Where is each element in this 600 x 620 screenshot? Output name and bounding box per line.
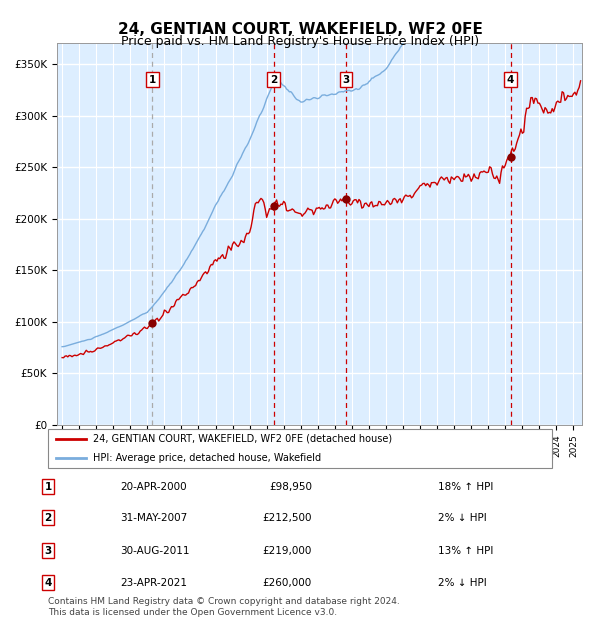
Text: 4: 4 <box>507 74 514 84</box>
Text: 24, GENTIAN COURT, WAKEFIELD, WF2 0FE (detached house): 24, GENTIAN COURT, WAKEFIELD, WF2 0FE (d… <box>94 434 392 444</box>
Text: 3: 3 <box>44 546 52 556</box>
Text: 2: 2 <box>270 74 277 84</box>
Text: 18% ↑ HPI: 18% ↑ HPI <box>438 482 493 492</box>
Text: 30-AUG-2011: 30-AUG-2011 <box>120 546 190 556</box>
FancyBboxPatch shape <box>48 429 552 468</box>
Text: £219,000: £219,000 <box>263 546 312 556</box>
Text: 2% ↓ HPI: 2% ↓ HPI <box>438 513 487 523</box>
Text: 20-APR-2000: 20-APR-2000 <box>120 482 187 492</box>
Text: Price paid vs. HM Land Registry's House Price Index (HPI): Price paid vs. HM Land Registry's House … <box>121 35 479 48</box>
Text: 24, GENTIAN COURT, WAKEFIELD, WF2 0FE: 24, GENTIAN COURT, WAKEFIELD, WF2 0FE <box>118 22 482 37</box>
Text: HPI: Average price, detached house, Wakefield: HPI: Average price, detached house, Wake… <box>94 453 322 463</box>
Text: £260,000: £260,000 <box>263 578 312 588</box>
Text: 2: 2 <box>44 513 52 523</box>
Text: 13% ↑ HPI: 13% ↑ HPI <box>438 546 493 556</box>
Text: Contains HM Land Registry data © Crown copyright and database right 2024.
This d: Contains HM Land Registry data © Crown c… <box>48 598 400 617</box>
Text: £98,950: £98,950 <box>269 482 312 492</box>
Text: £212,500: £212,500 <box>263 513 312 523</box>
Text: 1: 1 <box>149 74 156 84</box>
Text: 31-MAY-2007: 31-MAY-2007 <box>120 513 187 523</box>
Text: 3: 3 <box>343 74 350 84</box>
Text: 2% ↓ HPI: 2% ↓ HPI <box>438 578 487 588</box>
Text: 4: 4 <box>44 578 52 588</box>
Text: 1: 1 <box>44 482 52 492</box>
Text: 23-APR-2021: 23-APR-2021 <box>120 578 187 588</box>
